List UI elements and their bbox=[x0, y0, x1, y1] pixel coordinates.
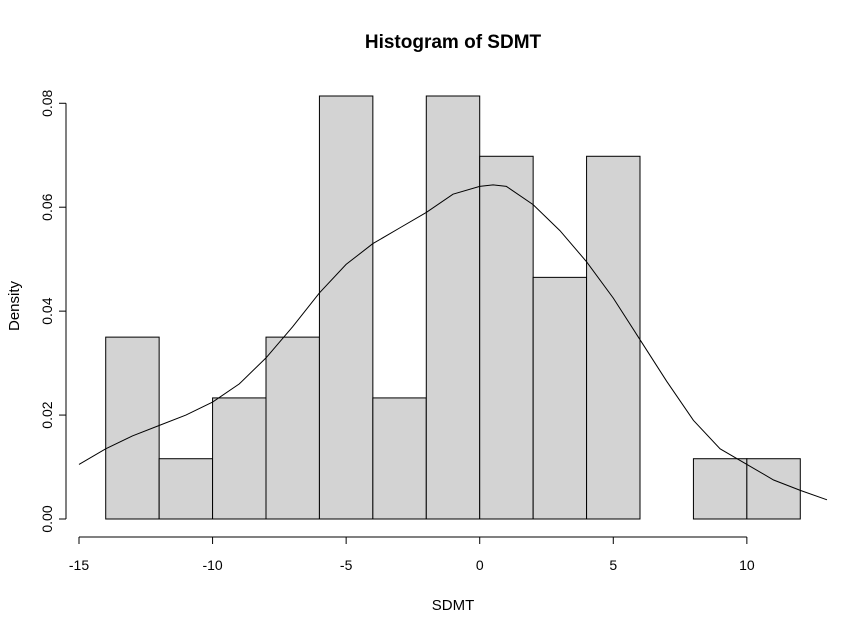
x-tick-label: 10 bbox=[739, 557, 755, 573]
x-tick-label: -10 bbox=[202, 557, 222, 573]
histogram-bar bbox=[372, 397, 427, 520]
y-tick-label: 0.08 bbox=[39, 89, 55, 116]
x-tick-label: 0 bbox=[476, 557, 484, 573]
x-tick-label: -15 bbox=[69, 557, 89, 573]
histogram-bar bbox=[692, 458, 748, 520]
histogram-bars bbox=[105, 95, 801, 520]
chart-title: Histogram of SDMT bbox=[365, 32, 542, 53]
histogram-bar bbox=[212, 397, 267, 520]
histogram-bar bbox=[586, 155, 641, 520]
y-axis: 0.00 0.02 0.04 0.06 0.08 bbox=[39, 89, 67, 533]
histogram-bar bbox=[158, 458, 214, 520]
histogram-bar bbox=[532, 276, 588, 520]
histogram-bar bbox=[425, 95, 481, 520]
y-tick-label: 0.04 bbox=[39, 297, 55, 324]
x-axis: -15 -10 -5 0 5 10 bbox=[69, 536, 755, 573]
histogram-bar bbox=[746, 458, 801, 520]
x-axis-label: SDMT bbox=[432, 597, 475, 614]
y-tick-label: 0.06 bbox=[39, 193, 55, 220]
y-tick-label: 0.02 bbox=[39, 401, 55, 428]
histogram-bar bbox=[318, 95, 374, 520]
x-tick-label: -5 bbox=[340, 557, 353, 573]
histogram-bar bbox=[479, 155, 534, 520]
density-curve bbox=[78, 184, 828, 501]
y-tick-label: 0.00 bbox=[39, 505, 55, 532]
y-axis-label: Density bbox=[6, 280, 23, 331]
histogram-bar bbox=[105, 336, 160, 520]
x-tick-label: 5 bbox=[609, 557, 617, 573]
histogram-bar bbox=[265, 336, 320, 520]
